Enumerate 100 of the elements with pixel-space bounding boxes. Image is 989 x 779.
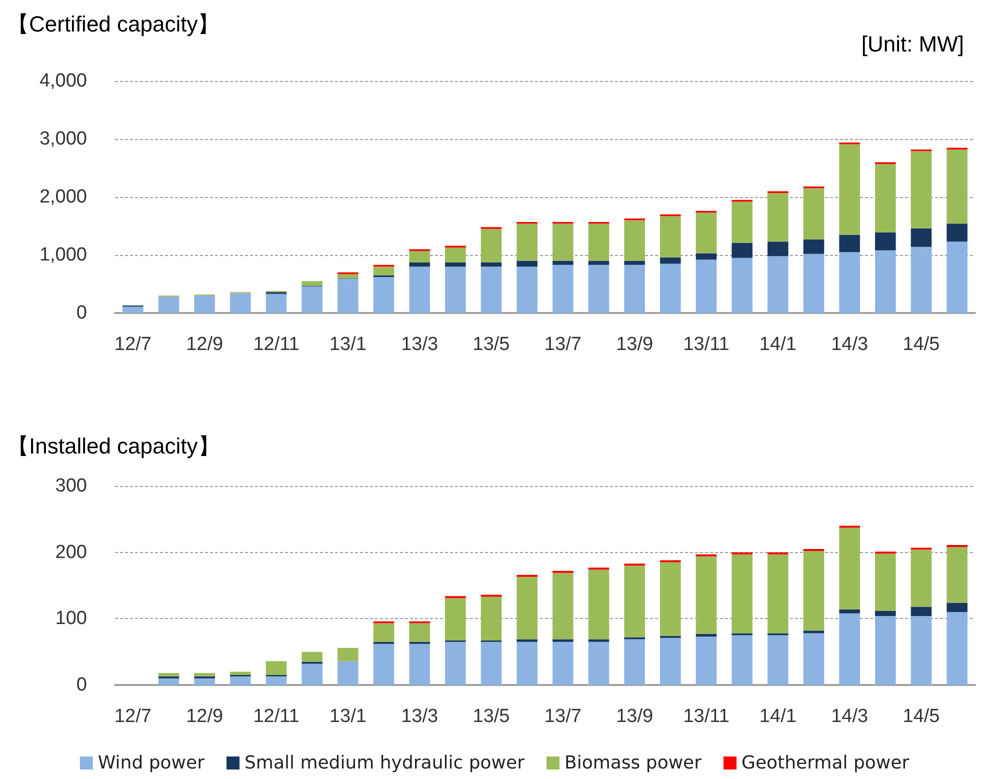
bar [910,228,932,247]
x-tick-label: 13/7 [544,706,582,727]
bar [732,242,752,258]
bar [373,644,394,685]
legend-label: Small medium hydraulic power [244,752,526,774]
bar [588,639,610,642]
x-tick-label: 13/1 [329,334,366,355]
bar [516,576,538,640]
bar [373,266,394,276]
bar [445,262,466,267]
bar [409,623,430,642]
bar [338,661,358,685]
bar [158,673,180,676]
bar [338,648,358,662]
bar [266,294,287,313]
bar [373,277,394,313]
bar [946,224,968,242]
bar [803,188,824,240]
bar [910,616,932,685]
bar [624,220,645,261]
y-tick-label: 100 [55,608,87,630]
bar [552,260,574,265]
bar [696,634,717,637]
x-tick-label: 13/11 [683,334,730,355]
bar [732,554,752,634]
bar [158,296,180,313]
bar [480,266,502,313]
bar [409,250,430,263]
bar [946,242,968,313]
bar [946,547,968,603]
bar [875,164,896,232]
bar [552,224,574,261]
bar [552,264,574,313]
bar [696,556,717,634]
bar [409,644,430,685]
bar [302,286,322,313]
chart-title: 【Certified capacity】 [7,12,220,36]
bar [875,250,896,313]
x-tick-label: 12/7 [114,706,152,727]
bar [910,550,932,607]
x-tick-label: 13/3 [401,706,438,727]
legend-label: Wind power [98,752,206,774]
bar [480,228,502,263]
bar [660,562,681,636]
bar [158,678,180,685]
bar [588,260,610,265]
bar [516,266,538,313]
bar [803,551,824,631]
bar [803,254,824,313]
bar [660,257,681,264]
y-tick-label: 200 [55,542,87,563]
bar [768,242,788,256]
bar [409,266,430,313]
bar [696,260,717,313]
chart-title: 【Installed capacity】 [7,434,220,458]
bar [302,652,322,662]
x-tick-label: 14/5 [902,706,940,727]
bar [194,296,215,313]
y-tick-label: 1,000 [39,244,87,266]
bar [839,234,860,252]
bar [302,281,322,286]
bar [803,239,824,254]
text: [Unit: MW] [861,32,964,56]
y-tick-label: 0 [76,302,87,324]
x-tick-label: 13/1 [329,706,366,727]
bar [480,596,502,641]
bar [839,609,860,614]
bar [230,672,251,676]
x-tick-label: 13/5 [472,706,510,727]
bar [302,664,322,685]
bar [194,678,215,685]
y-tick-label: 4,000 [39,70,87,92]
bar [480,262,502,267]
bar [230,293,251,313]
bar [768,554,788,634]
bar [588,224,610,261]
bar [660,216,681,258]
bar [875,610,896,616]
bar [839,144,860,235]
bar [445,247,466,263]
x-tick-label: 12/9 [186,706,224,727]
bar [552,639,574,642]
bar [588,570,610,640]
bar [660,264,681,313]
bar [839,528,860,610]
bar [839,252,860,313]
bar [588,264,610,313]
x-tick-label: 14/1 [759,334,796,355]
bar [768,256,788,313]
bar [946,149,968,224]
bar [875,554,896,611]
bar [946,602,968,612]
bar [230,676,251,685]
bar [910,151,932,228]
x-tick-label: 14/3 [831,334,868,355]
bar [660,638,681,685]
bar [588,642,610,685]
bar [696,212,717,254]
bar [516,260,538,267]
bar [732,202,752,243]
